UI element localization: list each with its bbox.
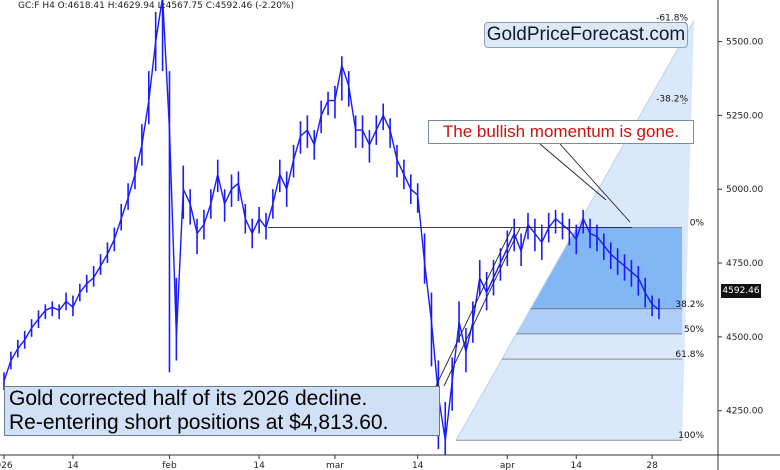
fib-label: 100% [678,431,704,441]
x-tick-label: 14 [571,461,583,470]
fib-band-0-38 [530,227,682,309]
fib-label: 61.8% [675,350,704,360]
momentum-pointer-line-2 [539,143,607,201]
price-series [3,0,660,455]
price-line [3,0,660,441]
annotation-lines [268,143,632,387]
fib-band-38-50 [516,308,682,334]
note-pointer-line [435,227,513,387]
note-line-2: Re-entering short positions at $4,813.60… [9,411,389,434]
x-tick-label: 026 [0,461,13,470]
fib-label: 50% [684,325,704,335]
brand-watermark: GoldPriceForecast.com [484,22,688,48]
fib-label: -38.2% [656,95,688,105]
y-tick-label: 4750.00 [726,259,763,269]
fib-label: 0% [690,219,705,229]
y-tick-label: 5250.00 [726,111,763,121]
note-line-1: Gold corrected half of its 2026 decline. [9,387,368,410]
last-price-tag: 4592.46 [721,284,761,298]
trade-note: Gold corrected half of its 2026 decline.… [4,386,440,436]
x-tick-label: 14 [67,461,79,470]
fib-diagonal [455,20,695,441]
fib-label: -61.8% [656,13,688,23]
symbol-header: GC:F H4 O:4618.41 H:4629.94 L:4567.75 C:… [18,1,294,11]
momentum-callout: The bullish momentum is gone. [428,120,694,144]
fib-label: 38.2% [675,300,704,310]
y-tick-label: 4250.00 [726,407,763,417]
axes: 5500.00 5250.00 5000.00 4750.00 4500.00 4250.… [0,38,763,470]
y-tick-label: 5500.00 [726,38,763,48]
momentum-pointer-line [559,143,631,223]
y-tick-label: 5000.00 [726,185,763,195]
x-tick-label: feb [162,461,177,470]
x-tick-label: 14 [253,461,265,470]
x-tick-label: 28 [646,461,658,470]
x-tick-label: 14 [412,461,424,470]
x-tick-label: apr [500,461,515,470]
y-tick-label: 4500.00 [726,333,763,343]
note-pointer-line-2 [443,227,521,387]
x-tick-label: mar [326,461,344,470]
